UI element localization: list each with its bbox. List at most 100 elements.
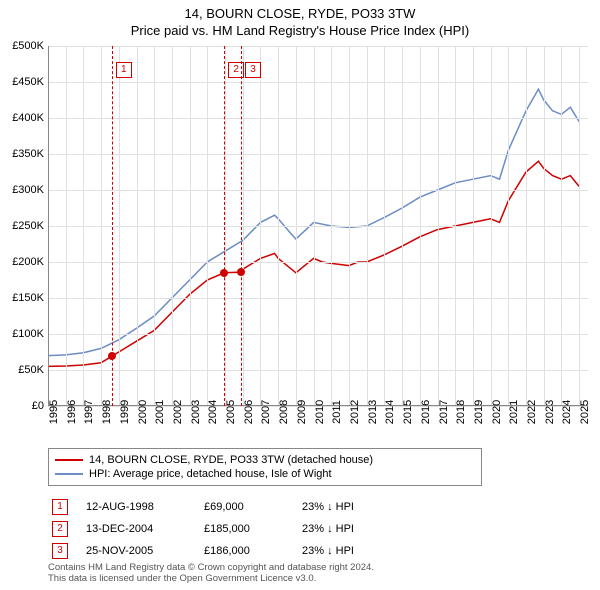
event-line-3 xyxy=(241,46,242,406)
legend-row-property: 14, BOURN CLOSE, RYDE, PO33 3TW (detache… xyxy=(55,453,475,467)
gridline-h xyxy=(48,370,588,371)
x-tick-label: 2018 xyxy=(455,400,467,424)
x-tick-label: 2010 xyxy=(314,400,326,424)
gridline-v xyxy=(438,46,439,406)
y-tick-label: £450K xyxy=(12,76,44,88)
x-tick-label: 2011 xyxy=(331,400,343,424)
x-tick-label: 2012 xyxy=(349,400,361,424)
x-tick-label: 2016 xyxy=(420,400,432,424)
x-tick-label: 2015 xyxy=(402,400,414,424)
gridline-h xyxy=(48,262,588,263)
event-legend-row-1: 112-AUG-1998£69,00023% ↓ HPI xyxy=(48,496,468,518)
gridline-v xyxy=(349,46,350,406)
gridline-h xyxy=(48,154,588,155)
chart-title: 14, BOURN CLOSE, RYDE, PO33 3TW xyxy=(0,0,600,21)
event-marker-1: 1 xyxy=(116,62,132,78)
y-tick-label: £100K xyxy=(12,328,44,340)
legend-row-hpi: HPI: Average price, detached house, Isle… xyxy=(55,467,475,481)
gridline-v xyxy=(491,46,492,406)
x-tick-label: 2005 xyxy=(225,400,237,424)
event-legend-date: 25-NOV-2005 xyxy=(86,545,186,557)
x-tick-label: 2003 xyxy=(190,400,202,424)
event-legend-price: £69,000 xyxy=(204,501,284,513)
gridline-v xyxy=(83,46,84,406)
event-legend-price: £185,000 xyxy=(204,523,284,535)
x-tick-label: 2000 xyxy=(137,400,149,424)
gridline-v xyxy=(508,46,509,406)
gridline-v xyxy=(207,46,208,406)
gridline-h xyxy=(48,226,588,227)
event-marker-3: 3 xyxy=(245,62,261,78)
x-tick-label: 1998 xyxy=(101,400,113,424)
x-tick-label: 2008 xyxy=(278,400,290,424)
y-axis xyxy=(48,46,49,406)
x-tick-label: 1997 xyxy=(83,400,95,424)
event-dot-1 xyxy=(108,352,116,360)
x-tick-label: 2025 xyxy=(579,400,591,424)
gridline-v xyxy=(544,46,545,406)
x-tick-label: 2002 xyxy=(172,400,184,424)
gridline-v xyxy=(119,46,120,406)
gridline-h xyxy=(48,334,588,335)
gridline-v xyxy=(331,46,332,406)
gridline-v xyxy=(561,46,562,406)
event-dot-2 xyxy=(220,269,228,277)
gridline-v xyxy=(137,46,138,406)
gridline-v xyxy=(278,46,279,406)
gridline-v xyxy=(260,46,261,406)
event-legend-date: 13-DEC-2004 xyxy=(86,523,186,535)
legend-label-hpi: HPI: Average price, detached house, Isle… xyxy=(89,468,332,480)
y-tick-label: £300K xyxy=(12,184,44,196)
event-legend-price: £186,000 xyxy=(204,545,284,557)
x-tick-label: 2014 xyxy=(384,400,396,424)
gridline-h xyxy=(48,118,588,119)
x-tick-label: 2007 xyxy=(260,400,272,424)
y-tick-label: £500K xyxy=(12,40,44,52)
event-legend-marker: 3 xyxy=(52,543,68,559)
license-line1: Contains HM Land Registry data © Crown c… xyxy=(48,562,374,573)
x-tick-label: 2009 xyxy=(296,400,308,424)
event-legend-row-3: 3 25-NOV-2005 £186,000 23% ↓ HPI xyxy=(48,540,468,562)
gridline-v xyxy=(367,46,368,406)
x-tick-label: 2024 xyxy=(561,400,573,424)
x-tick-label: 2019 xyxy=(473,400,485,424)
gridline-v xyxy=(526,46,527,406)
event-legend-marker: 2 xyxy=(52,521,68,537)
gridline-v xyxy=(455,46,456,406)
license-text: Contains HM Land Registry data © Crown c… xyxy=(48,562,374,585)
x-tick-label: 2004 xyxy=(207,400,219,424)
x-tick-label: 2006 xyxy=(243,400,255,424)
y-tick-label: £50K xyxy=(18,364,44,376)
x-tick-label: 1999 xyxy=(119,400,131,424)
gridline-v xyxy=(172,46,173,406)
event-legend-date: 12-AUG-1998 xyxy=(86,501,186,513)
events-legend: 112-AUG-1998£69,00023% ↓ HPI213-DEC-2004… xyxy=(48,492,468,566)
series-legend: 14, BOURN CLOSE, RYDE, PO33 3TW (detache… xyxy=(48,448,482,486)
gridline-v xyxy=(101,46,102,406)
chart-container: 14, BOURN CLOSE, RYDE, PO33 3TW Price pa… xyxy=(0,0,600,590)
gridline-v xyxy=(384,46,385,406)
y-tick-label: £200K xyxy=(12,256,44,268)
y-tick-label: £250K xyxy=(12,220,44,232)
gridline-v xyxy=(420,46,421,406)
event-dot-3 xyxy=(237,268,245,276)
chart-subtitle: Price paid vs. HM Land Registry's House … xyxy=(0,21,600,42)
gridline-v xyxy=(296,46,297,406)
license-line2: This data is licensed under the Open Gov… xyxy=(48,573,374,584)
event-legend-delta: 23% ↓ HPI xyxy=(302,545,354,557)
x-tick-label: 1996 xyxy=(66,400,78,424)
legend-label-property: 14, BOURN CLOSE, RYDE, PO33 3TW (detache… xyxy=(89,454,373,466)
gridline-v xyxy=(579,46,580,406)
event-legend-delta: 23% ↓ HPI xyxy=(302,523,354,535)
y-tick-label: £400K xyxy=(12,112,44,124)
gridline-v xyxy=(154,46,155,406)
event-line-2 xyxy=(224,46,225,406)
y-tick-label: £0 xyxy=(32,400,44,412)
gridline-v xyxy=(402,46,403,406)
gridline-h xyxy=(48,82,588,83)
event-legend-row-2: 2 13-DEC-2004 £185,000 23% ↓ HPI xyxy=(48,518,468,540)
x-tick-label: 2023 xyxy=(544,400,556,424)
gridline-h xyxy=(48,46,588,47)
gridline-v xyxy=(225,46,226,406)
gridline-v xyxy=(66,46,67,406)
